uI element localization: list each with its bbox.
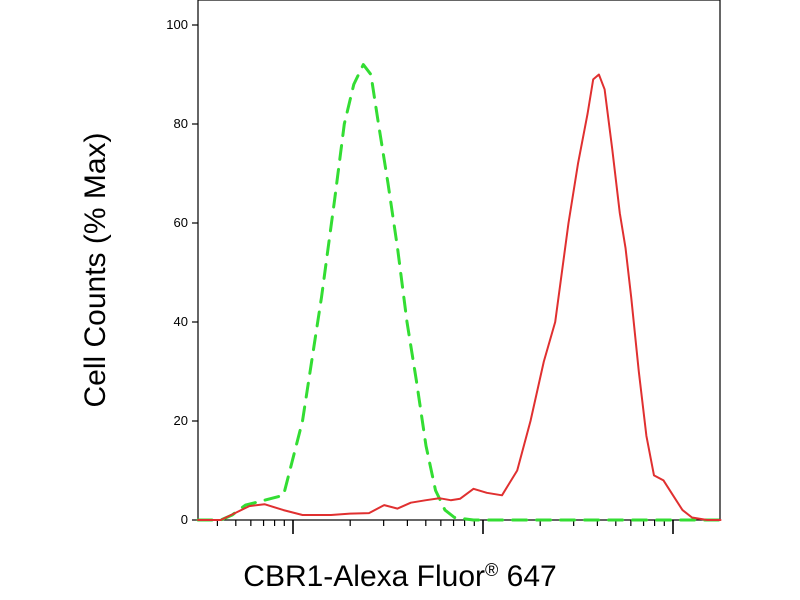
y-axis-title: Cell Counts (% Max) (79, 132, 112, 407)
x-axis-title-text: CBR1-Alexa Fluor (243, 560, 486, 593)
series-line-1 (197, 73, 722, 521)
y-tick-label-3: 60 (174, 215, 188, 230)
y-tick-label-0: 0 (181, 512, 188, 527)
x-axis-ticks (216, 520, 674, 534)
series-layer (196, 63, 722, 522)
x-axis-title-suffix: 647 (506, 560, 557, 593)
y-axis-ticks: 0 20 40 60 80 100 (166, 17, 198, 527)
y-tick-label-1: 20 (174, 413, 188, 428)
y-tick-label-5: 100 (166, 17, 188, 32)
x-axis-title: CBR1-Alexa Fluor® 647 (0, 560, 800, 594)
y-tick-label-4: 80 (174, 116, 188, 131)
y-tick-label-2: 40 (174, 314, 188, 329)
series-line-0 (196, 63, 722, 522)
registered-mark: ® (485, 560, 499, 580)
plot-frame (197, 0, 721, 521)
